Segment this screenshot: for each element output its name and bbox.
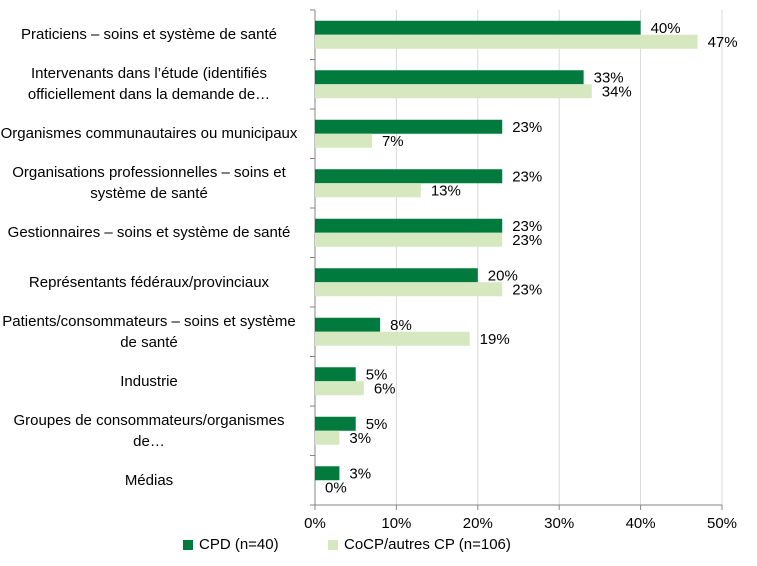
x-tick-label: 0%	[304, 515, 326, 532]
bar-cpd	[315, 218, 503, 233]
bar-cpd	[315, 367, 356, 382]
data-label-cpd: 5%	[366, 366, 388, 383]
bar-cpd	[315, 20, 641, 35]
legend-item-cocp: CoCP/autres CP (n=106)	[328, 536, 511, 553]
bar-cocp	[315, 84, 592, 99]
bar-cocp	[315, 430, 340, 445]
x-tick-label: 40%	[626, 515, 656, 532]
data-label-cpd: 33%	[594, 69, 624, 86]
data-label-cpd: 23%	[512, 168, 542, 185]
category-label: Patients/consommateurs – soins et systèm…	[2, 312, 296, 351]
category-label: Industrie	[120, 372, 178, 390]
data-label-cocp: 3%	[349, 430, 371, 447]
bar-cpd	[315, 416, 356, 431]
data-label-cpd: 20%	[488, 267, 518, 284]
category-label: Gestionnaires – soins et système de sant…	[7, 224, 291, 242]
data-label-cpd: 23%	[512, 119, 542, 136]
data-label-cocp: 23%	[512, 232, 542, 249]
category-label: Organisations professionnelles – soins e…	[12, 164, 286, 203]
data-label-cocp: 34%	[602, 83, 632, 100]
bar-cpd	[315, 119, 503, 134]
legend-label-cpd: CPD (n=40)	[199, 536, 279, 553]
bar-cocp	[315, 282, 503, 297]
data-label-cpd: 23%	[512, 218, 542, 235]
data-label-cocp: 23%	[512, 281, 542, 298]
x-tick-label: 50%	[707, 515, 737, 532]
category-label: Praticiens – soins et système de santé	[21, 26, 277, 44]
category-label: Médias	[124, 471, 174, 489]
bar-cocp	[315, 331, 470, 346]
bar-cocp	[315, 232, 503, 247]
data-label-cocp: 6%	[374, 380, 396, 397]
bar-cpd	[315, 268, 478, 283]
legend-item-cpd: CPD (n=40)	[183, 536, 279, 553]
data-label-cocp: 13%	[431, 182, 461, 199]
data-label-cocp: 7%	[382, 133, 404, 150]
data-label-cpd: 3%	[349, 465, 371, 482]
bar-cpd	[315, 317, 381, 332]
data-label-cocp: 19%	[480, 331, 510, 348]
legend-label-cocp: CoCP/autres CP (n=106)	[344, 536, 511, 553]
x-tick-label: 20%	[463, 515, 493, 532]
bar-cpd	[315, 70, 584, 85]
bar-cocp	[315, 381, 364, 396]
category-label: Intervenants dans l’étude (identifiés of…	[27, 65, 271, 104]
bar-cpd	[315, 466, 340, 481]
legend-swatch-cpd	[183, 539, 193, 550]
data-label-cpd: 5%	[366, 416, 388, 433]
bar-cocp	[315, 133, 372, 148]
data-label-cpd: 40%	[651, 20, 681, 37]
category-label: Groupes de consommateurs/organismes de…	[13, 411, 285, 450]
category-label: Représentants fédéraux/provinciaux	[28, 273, 270, 291]
bar-cocp	[315, 34, 698, 49]
category-label: Organismes communautaires ou municipaux	[0, 125, 298, 143]
data-label-cocp: 47%	[708, 34, 738, 51]
bar-cocp	[315, 183, 421, 198]
x-tick-label: 30%	[544, 515, 574, 532]
data-label-cpd: 8%	[390, 317, 412, 334]
bar-cpd	[315, 169, 503, 184]
legend-swatch-cocp	[328, 539, 338, 550]
data-label-cocp: 0%	[325, 479, 347, 496]
x-tick-label: 10%	[381, 515, 411, 532]
